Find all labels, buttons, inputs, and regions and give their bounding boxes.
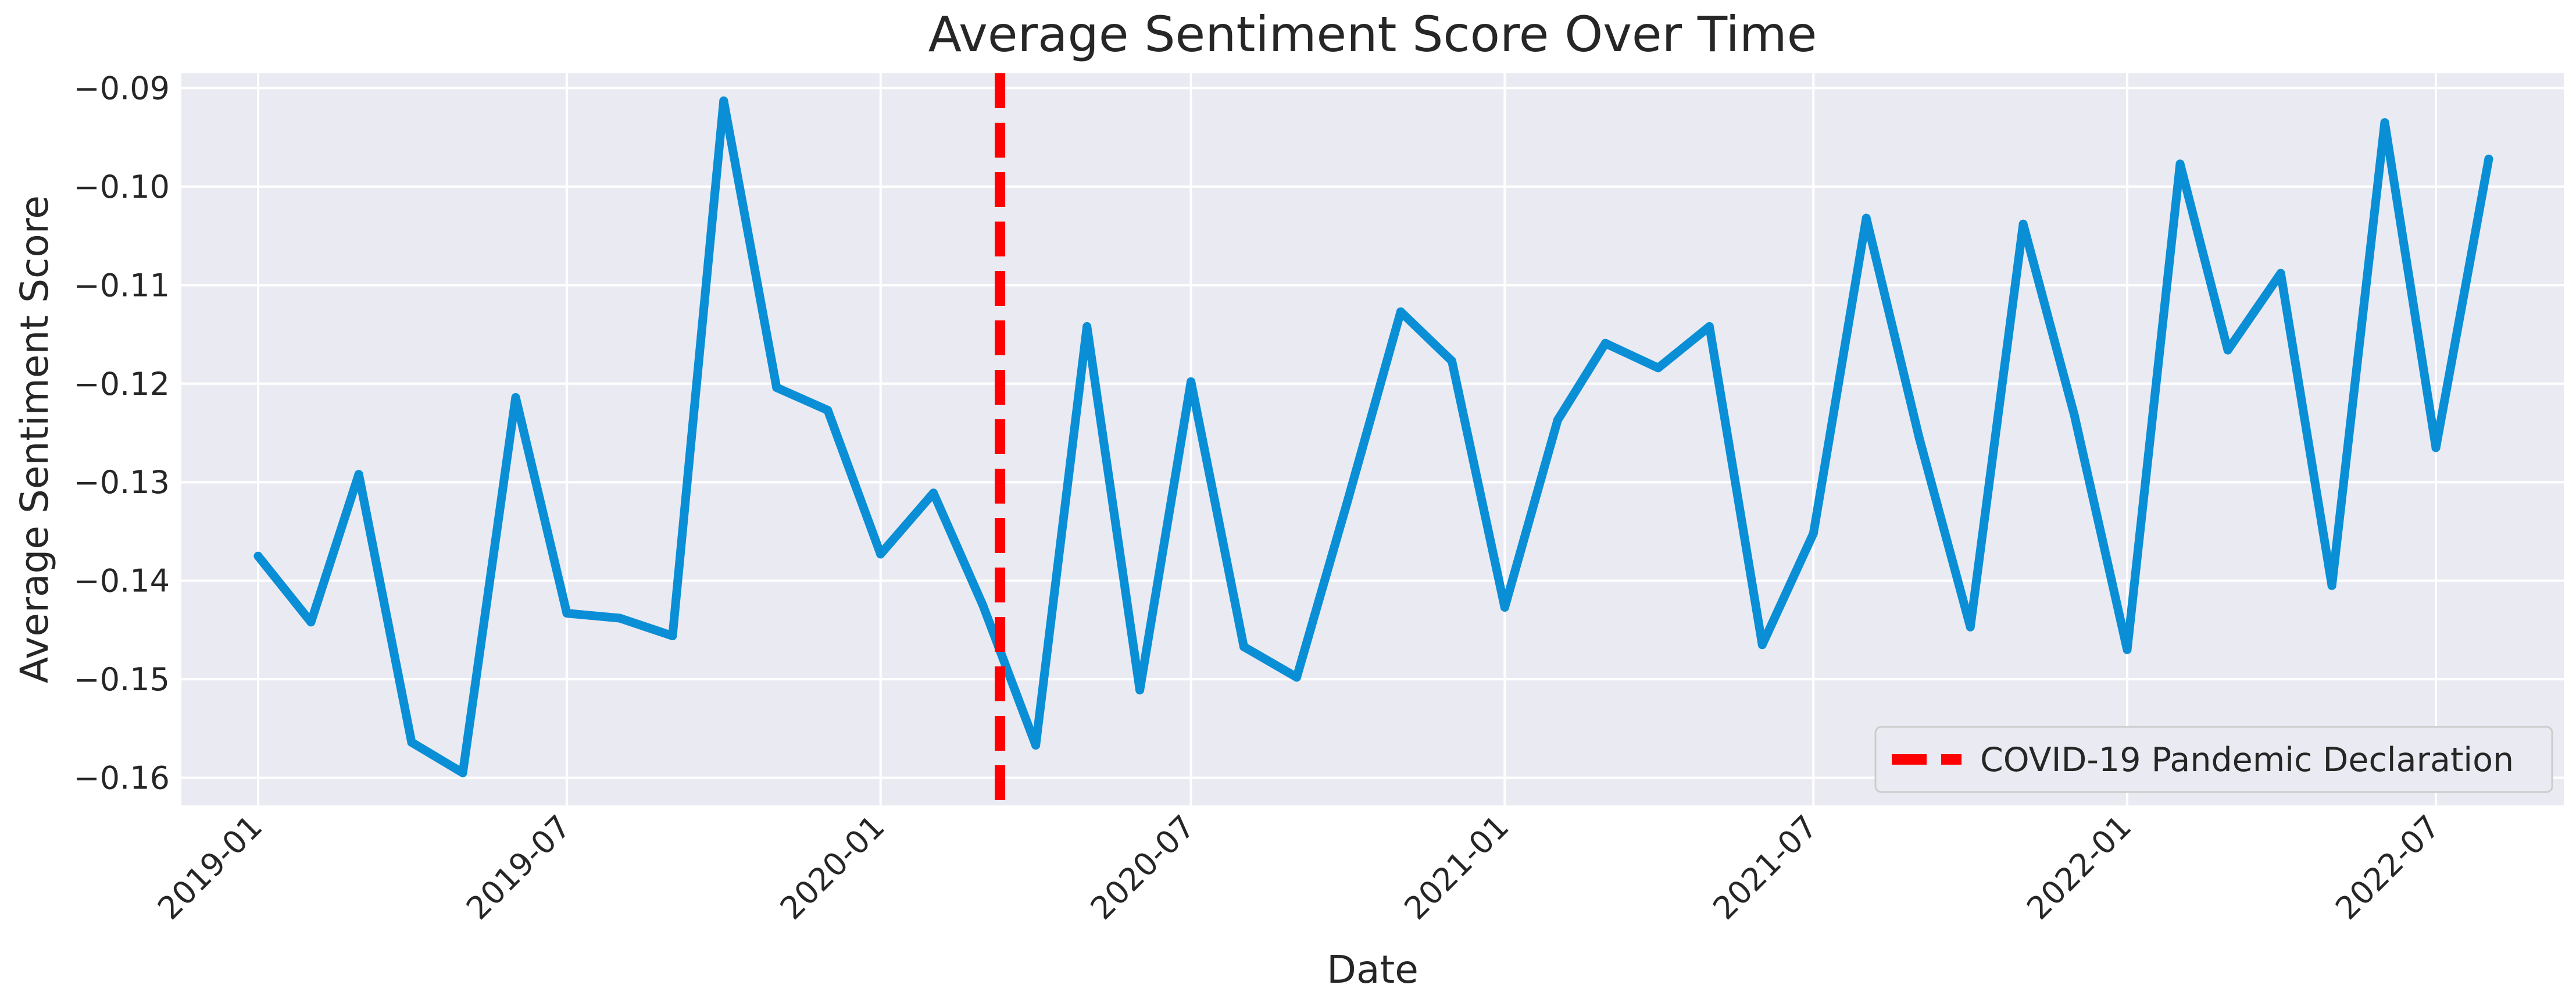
data-point — [876, 550, 885, 559]
x-tick-label: 2022-07 — [2328, 808, 2447, 927]
x-tick-label: 2019-07 — [459, 808, 578, 927]
data-point — [2018, 219, 2028, 229]
data-point — [2123, 645, 2132, 654]
y-tick-label: −0.11 — [74, 267, 170, 304]
x-axis-ticks: 2019-01 2019-07 2020-01 2020-07 2021-01 2021-… — [151, 808, 2447, 927]
data-point — [1082, 322, 1092, 331]
x-axis-label: Date — [1327, 947, 1419, 992]
y-tick-label: −0.13 — [74, 464, 170, 501]
data-point — [306, 618, 316, 627]
x-tick-label: 2019-01 — [151, 808, 269, 927]
data-point — [1500, 602, 1509, 612]
x-tick-label: 2020-01 — [773, 808, 892, 927]
x-tick-label: 2020-07 — [1084, 808, 1202, 927]
data-point — [2431, 443, 2441, 452]
data-point — [615, 613, 624, 623]
legend-label: COVID-19 Pandemic Declaration — [1980, 741, 2514, 779]
data-point — [1809, 529, 1818, 538]
data-point — [2223, 345, 2232, 355]
y-axis-ticks: −0.16 −0.15 −0.14 −0.13 −0.12 −0.11 −0.10 −0.09 — [74, 70, 170, 796]
y-tick-label: −0.10 — [74, 169, 170, 205]
grid-lines — [181, 73, 2564, 805]
x-tick-label: 2022-01 — [2020, 808, 2138, 927]
data-point — [562, 609, 571, 618]
data-point — [2175, 159, 2185, 169]
x-tick-label: 2021-07 — [1706, 808, 1824, 927]
data-point — [823, 406, 833, 415]
data-point — [668, 632, 677, 640]
series-line — [253, 96, 2493, 777]
data-point — [1553, 416, 1562, 424]
data-point — [1966, 622, 1975, 632]
legend: COVID-19 Pandemic Declaration — [1874, 726, 2553, 793]
data-point — [1705, 322, 1714, 331]
y-tick-label: −0.14 — [74, 563, 170, 600]
data-point — [1757, 640, 1767, 650]
data-point — [929, 488, 938, 498]
data-point — [1292, 673, 1301, 682]
y-tick-label: −0.09 — [74, 70, 170, 106]
legend-box — [1874, 726, 2553, 793]
y-axis-label: Average Sentiment Score — [12, 195, 57, 683]
y-tick-label: −0.12 — [74, 366, 170, 402]
data-point — [511, 393, 520, 402]
data-point — [1447, 356, 1456, 366]
chart-title: Average Sentiment Score Over Time — [928, 6, 1817, 63]
data-point — [1239, 642, 1248, 651]
data-point — [1187, 377, 1196, 386]
data-point — [354, 470, 363, 479]
data-point — [1653, 363, 1663, 373]
data-point — [772, 383, 781, 392]
data-point — [1396, 307, 1405, 316]
data-point — [978, 601, 988, 610]
data-point — [1031, 741, 1041, 750]
plot-area — [181, 73, 2564, 805]
data-point — [2380, 118, 2389, 127]
y-tick-label: −0.16 — [74, 760, 170, 797]
data-point — [1862, 213, 1871, 223]
data-point — [458, 768, 467, 777]
data-point — [2070, 411, 2079, 420]
data-point — [1135, 686, 1145, 695]
data-point — [407, 738, 416, 747]
x-tick-label: 2021-01 — [1397, 808, 1516, 927]
data-point — [719, 96, 728, 105]
data-point — [1344, 495, 1352, 505]
data-point — [1600, 338, 1610, 348]
data-point — [2484, 154, 2493, 163]
data-point — [2276, 269, 2285, 278]
y-tick-label: −0.15 — [74, 661, 170, 698]
data-point — [2327, 581, 2336, 590]
data-point — [253, 551, 263, 561]
series-layer — [253, 96, 2493, 777]
data-point — [1914, 433, 1924, 443]
